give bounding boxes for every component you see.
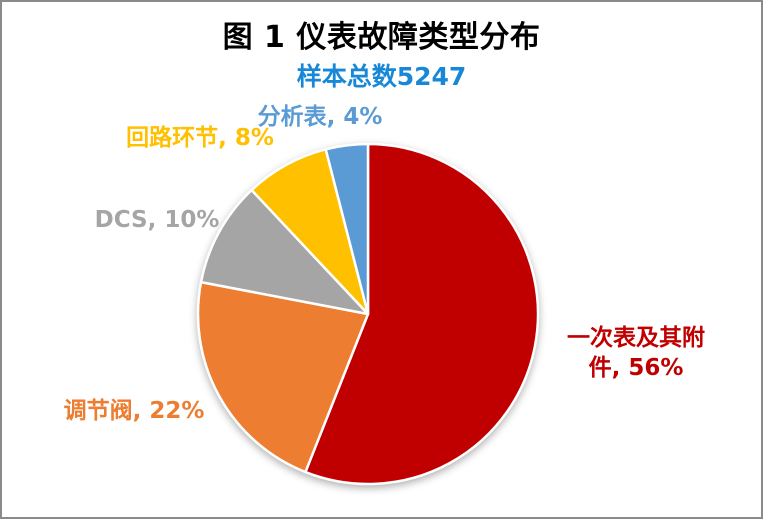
slice-label-primary-instrument: 一次表及其附 件, 56% (567, 324, 705, 384)
slice-label-line-1: 一次表及其附 (567, 325, 705, 352)
pie-slices (196, 142, 540, 486)
pie-slice-0 (304, 142, 540, 486)
pie-slice-1 (196, 280, 370, 474)
slice-label-control-valve: 调节阀, 22% (63, 398, 205, 425)
slice-label-analyzer: 分析表, 4% (257, 104, 383, 131)
slice-label-dcs: DCS, 10% (94, 207, 220, 234)
slice-label-loop-link: 回路环节, 8% (126, 125, 274, 152)
pie-slice-2 (199, 188, 370, 316)
chart-title: 图 1 仪表故障类型分布 (222, 20, 541, 55)
pie-slice-4 (324, 142, 370, 316)
slice-label-line-2: 件, 56% (588, 355, 684, 381)
chart-subtitle: 样本总数5247 (296, 62, 467, 91)
